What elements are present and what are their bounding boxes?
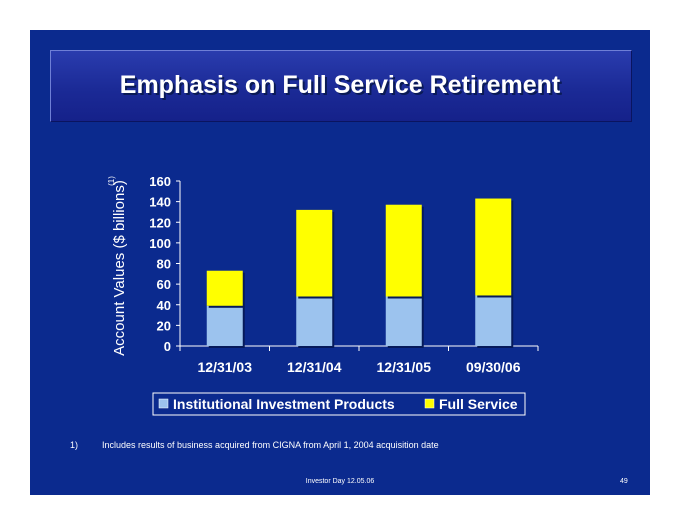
x-tick-label: 12/31/04 [287,359,342,375]
legend-label: Full Service [439,396,518,412]
legend-box [152,392,526,416]
title-banner [50,50,632,122]
y-tick-label: 60 [157,277,171,292]
y-tick-label: 20 [157,318,171,333]
y-tick-label: 80 [157,257,171,272]
y-tick-label: 140 [149,195,171,210]
x-tick-label: 12/31/05 [377,359,432,375]
legend-label: Institutional Investment Products [173,396,395,412]
footnote-text: Includes results of business acquired fr… [102,440,439,450]
slide-title: Emphasis on Full Service Retirement [119,71,561,99]
y-tick-label: 120 [149,215,171,230]
page-number: 49 [620,478,628,485]
bar-segment [296,209,333,297]
footnote-number: 1) [70,440,79,450]
bar-segment [206,305,243,346]
bar-segment [296,296,333,346]
legend-swatch [158,398,169,409]
y-axis-label: Account Values ($ billions) [111,180,128,356]
y-axis-label-superscript: (1) [107,176,116,186]
bar-segment [475,198,512,296]
bar-segment [475,295,512,346]
y-tick-label: 160 [149,174,171,189]
bar-segment [206,270,243,306]
y-tick-label: 40 [157,298,171,313]
y-tick-label: 0 [164,339,171,354]
y-tick-label: 100 [149,236,171,251]
bar-segment [385,296,422,346]
bar-segment [385,204,422,297]
footer-text: Investor Day 12.05.06 [305,478,375,485]
x-tick-label: 09/30/06 [466,359,521,375]
legend-swatch [424,398,435,409]
x-tick-label: 12/31/03 [198,359,253,375]
